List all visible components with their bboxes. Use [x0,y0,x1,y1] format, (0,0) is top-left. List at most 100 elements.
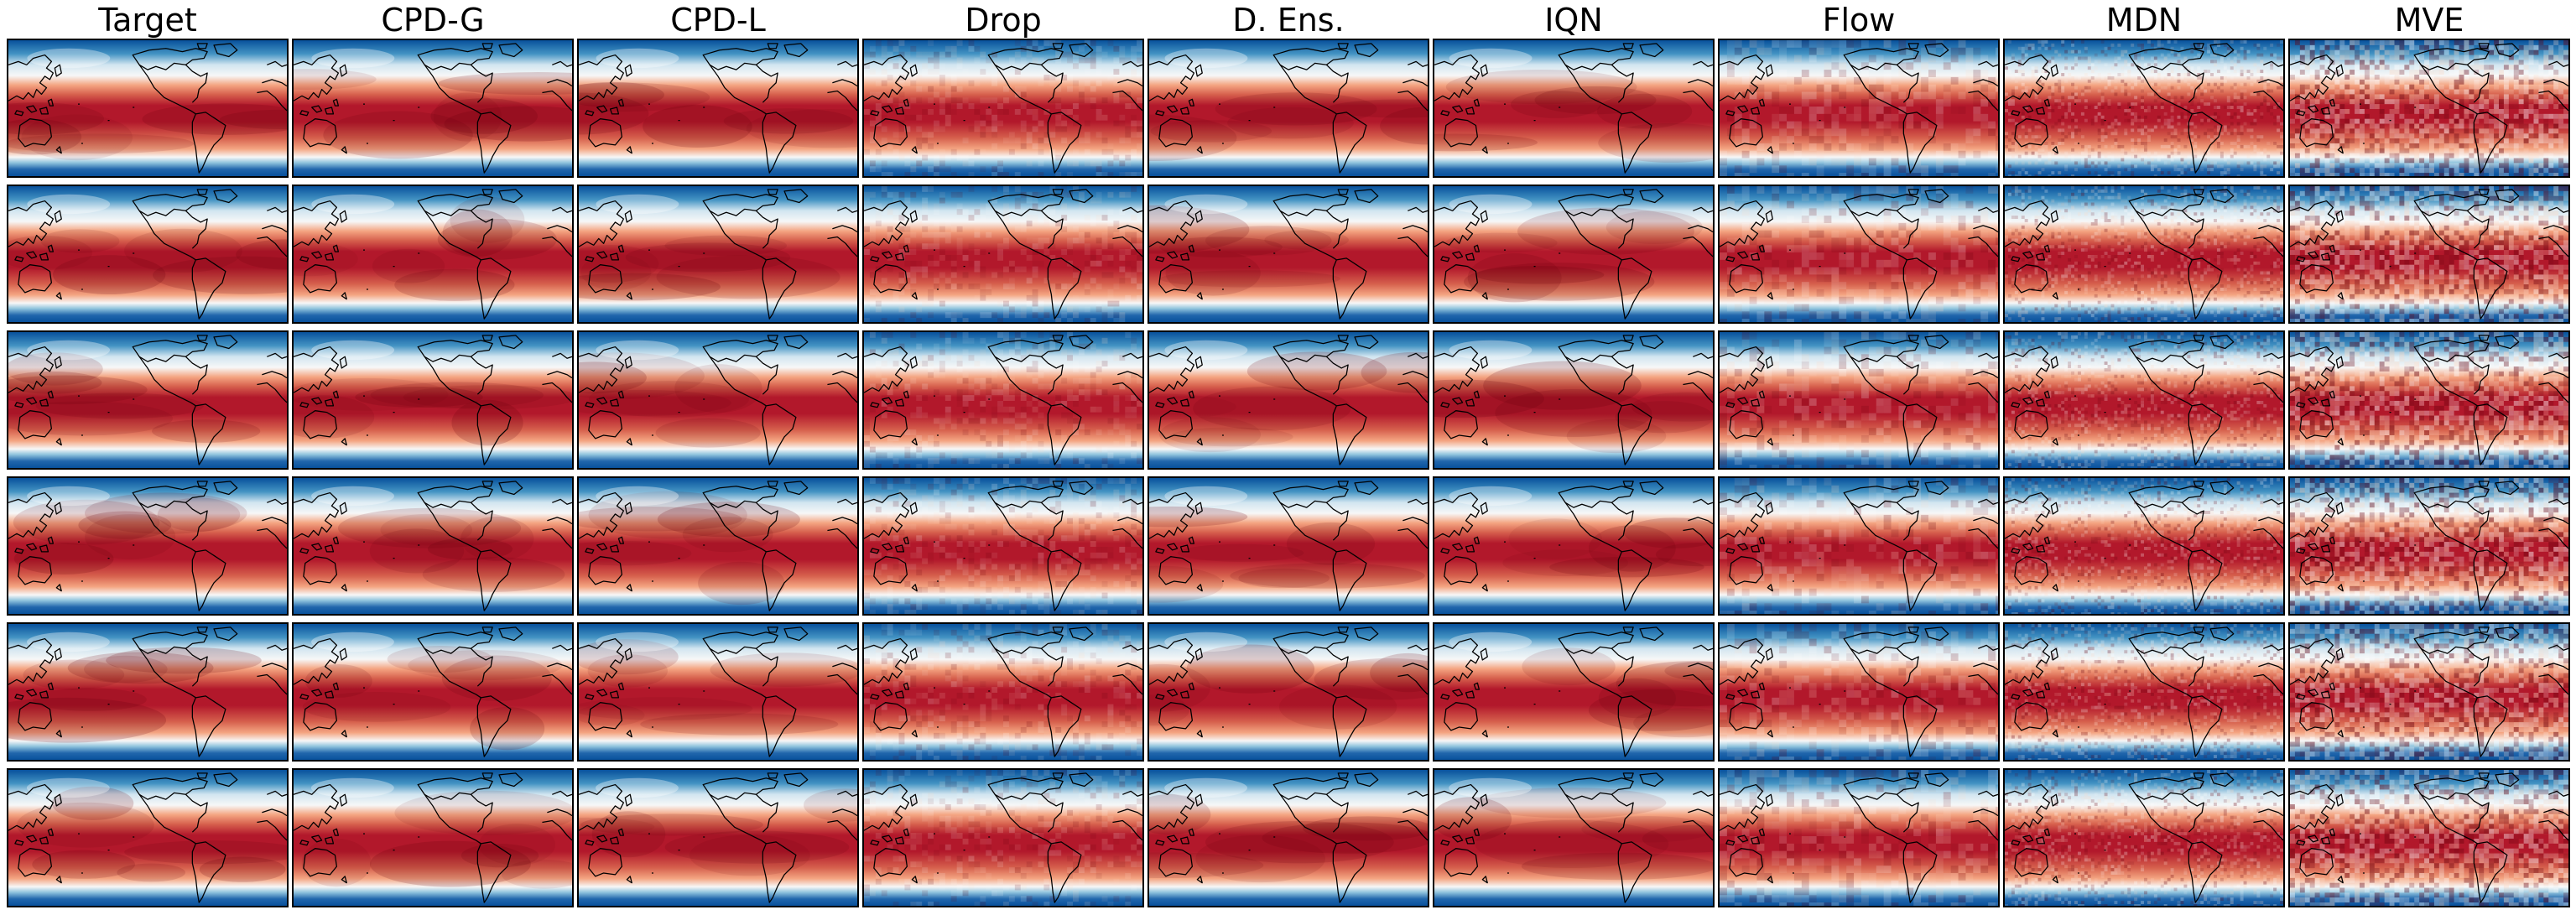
map-panel-mdn-row-6 [2003,768,2285,907]
world-map-heatmap [1434,624,1713,760]
map-panel-mve-row-5 [2288,622,2570,762]
map-panel-d-ens-row-3 [1147,330,1429,470]
world-map-heatmap [2005,186,2283,322]
world-map-heatmap [1434,332,1713,468]
map-panel-target-row-3 [7,330,289,470]
world-map-heatmap [8,40,287,176]
map-panel-cpd-g-row-2 [292,185,574,324]
map-panel-target-row-5 [7,622,289,762]
world-map-heatmap [579,332,857,468]
map-panel-iqn-row-1 [1433,39,1715,178]
world-map-heatmap [1720,770,1998,906]
world-map-heatmap [579,186,857,322]
map-panel-cpd-g-row-4 [292,476,574,616]
world-map-heatmap [1149,770,1428,906]
world-map-heatmap [579,770,857,906]
column-title-mdn: MDN [2105,2,2183,39]
map-panel-flow-row-5 [1718,622,2000,762]
map-panel-d-ens-row-4 [1147,476,1429,616]
column-title-drop: Drop [965,2,1042,39]
world-map-heatmap [864,186,1142,322]
map-panel-iqn-row-4 [1433,476,1715,616]
map-panel-iqn-row-5 [1433,622,1715,762]
world-map-heatmap [2005,40,2283,176]
map-panel-target-row-1 [7,39,289,178]
map-panel-cpd-g-row-5 [292,622,574,762]
map-panel-cpd-l-row-4 [577,476,859,616]
map-panel-drop-row-2 [862,185,1144,324]
map-panel-mdn-row-3 [2003,330,2285,470]
world-map-heatmap [8,186,287,322]
map-panel-flow-row-6 [1718,768,2000,907]
map-panel-iqn-row-3 [1433,330,1715,470]
world-map-heatmap [2290,770,2568,906]
map-panel-mve-row-6 [2288,768,2570,907]
map-panel-cpd-l-row-3 [577,330,859,470]
world-map-heatmap [864,478,1142,614]
world-map-heatmap [864,770,1142,906]
world-map-heatmap [2005,770,2283,906]
world-map-heatmap [2290,332,2568,468]
world-map-heatmap [1434,40,1713,176]
world-map-heatmap [2005,478,2283,614]
world-map-heatmap [579,624,857,760]
world-map-heatmap [294,624,572,760]
world-map-heatmap [8,770,287,906]
map-panel-flow-row-3 [1718,330,2000,470]
world-map-heatmap [2290,624,2568,760]
world-map-heatmap [1720,624,1998,760]
world-map-heatmap [2005,624,2283,760]
world-map-heatmap [2290,186,2568,322]
world-map-heatmap [1149,332,1428,468]
map-panel-iqn-row-2 [1433,185,1715,324]
world-map-heatmap [1720,332,1998,468]
map-panel-mdn-row-5 [2003,622,2285,762]
world-map-heatmap [8,624,287,760]
map-panel-flow-row-2 [1718,185,2000,324]
world-map-heatmap [1434,186,1713,322]
world-map-heatmap [294,40,572,176]
world-map-heatmap [1434,478,1713,614]
map-panel-drop-row-5 [862,622,1144,762]
map-panel-cpd-l-row-2 [577,185,859,324]
world-map-heatmap [864,624,1142,760]
world-map-heatmap [1149,624,1428,760]
column-title-d-ens: D. Ens. [1232,2,1345,39]
world-map-heatmap [1149,186,1428,322]
world-map-heatmap [1149,478,1428,614]
world-map-heatmap [1720,186,1998,322]
map-panel-mve-row-1 [2288,39,2570,178]
world-map-heatmap [1434,770,1713,906]
world-map-heatmap [8,478,287,614]
map-panel-target-row-6 [7,768,289,907]
column-title-cpd-l: CPD-L [670,2,766,39]
map-panel-mdn-row-1 [2003,39,2285,178]
map-panel-mve-row-3 [2288,330,2570,470]
map-panel-drop-row-3 [862,330,1144,470]
column-title-mve: MVE [2394,2,2464,39]
world-map-heatmap [294,332,572,468]
map-panel-flow-row-1 [1718,39,2000,178]
map-panel-cpd-g-row-3 [292,330,574,470]
map-panel-mve-row-2 [2288,185,2570,324]
map-panel-target-row-2 [7,185,289,324]
world-map-heatmap [294,770,572,906]
world-map-heatmap [294,478,572,614]
world-map-heatmap [1149,40,1428,176]
world-map-heatmap [294,186,572,322]
world-map-heatmap [864,332,1142,468]
map-panel-cpd-l-row-1 [577,39,859,178]
column-title-target: Target [98,2,197,39]
column-title-flow: Flow [1822,2,1896,39]
world-map-heatmap [8,332,287,468]
column-title-iqn: IQN [1544,2,1603,39]
map-panel-target-row-4 [7,476,289,616]
map-panel-mdn-row-2 [2003,185,2285,324]
map-panel-cpd-l-row-6 [577,768,859,907]
world-map-heatmap [2005,332,2283,468]
map-panel-flow-row-4 [1718,476,2000,616]
world-map-heatmap [2290,478,2568,614]
map-panel-drop-row-1 [862,39,1144,178]
map-panel-d-ens-row-1 [1147,39,1429,178]
